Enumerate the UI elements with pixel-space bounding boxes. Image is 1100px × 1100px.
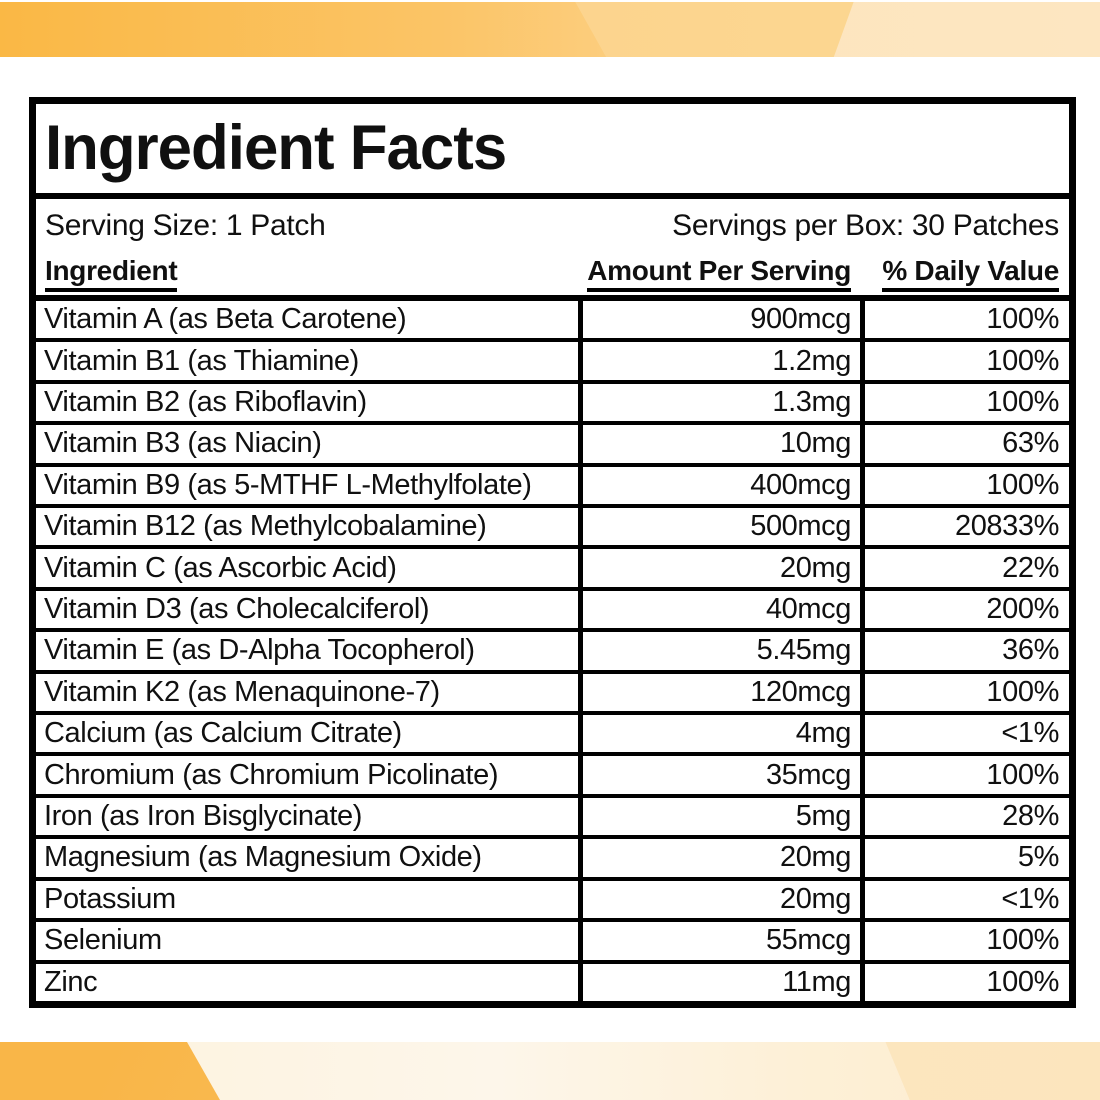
daily-value-percent: 100% (986, 344, 1059, 377)
table-row: Vitamin B3 (as Niacin) 10mg 63% (36, 425, 1069, 467)
amount-per-serving-value: 11mg (583, 963, 865, 1001)
amount-per-serving-value: 5mg (583, 797, 865, 836)
title-section: Ingredient Facts (36, 104, 1069, 199)
ingredient-rows: Vitamin A (as Beta Carotene) 900mcg 100%… (36, 301, 1069, 1001)
top-gradient-banner (0, 2, 1100, 57)
table-row: Iron (as Iron Bisglycinate) 5mg 28% (36, 797, 1069, 840)
ingredient-name: Calcium (as Calcium Citrate) (36, 715, 583, 753)
table-row: Vitamin B1 (as Thiamine) 1.2mg 100% (36, 342, 1069, 384)
column-header-ingredient: Ingredient (36, 255, 583, 292)
ingredient-name: Vitamin B2 (as Riboflavin) (36, 383, 583, 422)
daily-value-percent: 100% (986, 758, 1059, 791)
ingredient-name: Zinc (36, 963, 583, 1001)
table-row: Vitamin D3 (as Cholecalciferol) 40mcg 20… (36, 590, 1069, 633)
bottom-banner-orange-wedge (0, 1042, 220, 1100)
daily-value-percent: 5% (1017, 841, 1060, 874)
amount-per-serving-value: 4mg (583, 715, 865, 753)
ingredient-name: Vitamin C (as Ascorbic Acid) (36, 549, 583, 587)
amount-per-serving-value: 1.3mg (583, 383, 865, 422)
ingredient-name: Vitamin B9 (as 5-MTHF L-Methylfolate) (36, 466, 583, 505)
serving-info-row: Serving Size: 1 Patch Servings per Box: … (36, 199, 1069, 252)
amount-per-serving-value: 20mg (583, 880, 865, 919)
servings-per-box-text: Servings per Box: 30 Patches (672, 208, 1059, 242)
ingredient-name: Vitamin D3 (as Cholecalciferol) (36, 590, 583, 629)
amount-per-serving-value: 40mcg (583, 590, 865, 629)
daily-value-percent: <1% (1001, 882, 1059, 915)
table-row: Vitamin K2 (as Menaquinone-7) 120mcg 100… (36, 673, 1069, 716)
ingredient-name: Potassium (36, 880, 583, 919)
daily-value-percent: 100% (986, 965, 1059, 998)
ingredient-name: Selenium (36, 922, 583, 960)
amount-per-serving-value: 400mcg (583, 466, 865, 505)
column-header-daily-value: % Daily Value (865, 255, 1069, 292)
ingredient-name: Vitamin A (as Beta Carotene) (36, 301, 583, 339)
table-row: Vitamin B2 (as Riboflavin) 1.3mg 100% (36, 383, 1069, 426)
table-row: Vitamin E (as D-Alpha Tocopherol) 5.45mg… (36, 632, 1069, 674)
ingredient-name: Magnesium (as Magnesium Oxide) (36, 839, 583, 877)
daily-value-percent: 100% (986, 924, 1059, 957)
table-row: Vitamin A (as Beta Carotene) 900mcg 100% (36, 301, 1069, 343)
ingredient-name: Iron (as Iron Bisglycinate) (36, 797, 583, 836)
table-row: Magnesium (as Magnesium Oxide) 20mg 5% (36, 839, 1069, 881)
amount-per-serving-value: 120mcg (583, 673, 865, 712)
daily-value-percent: 20833% (954, 510, 1059, 543)
bottom-gradient-banner (0, 1042, 1100, 1100)
amount-per-serving-value: 5.45mg (583, 632, 865, 670)
amount-per-serving-value: 1.2mg (583, 342, 865, 380)
daily-value-percent: 100% (986, 386, 1059, 419)
daily-value-percent: 100% (986, 303, 1059, 336)
daily-value-percent: <1% (1001, 717, 1059, 750)
amount-per-serving-value: 55mcg (583, 922, 865, 960)
table-row: Selenium 55mcg 100% (36, 922, 1069, 964)
ingredient-name: Vitamin K2 (as Menaquinone-7) (36, 673, 583, 712)
top-banner-pale-band (833, 2, 1100, 57)
amount-per-serving-value: 20mg (583, 839, 865, 877)
daily-value-percent: 63% (1002, 427, 1059, 460)
ingredient-name: Vitamin B3 (as Niacin) (36, 425, 583, 463)
bottom-banner-peach-band (885, 1042, 1100, 1100)
amount-per-serving-value: 35mcg (583, 756, 865, 794)
table-row: Vitamin C (as Ascorbic Acid) 20mg 22% (36, 549, 1069, 591)
table-row: Potassium 20mg <1% (36, 880, 1069, 923)
daily-value-percent: 100% (986, 468, 1059, 501)
table-row: Chromium (as Chromium Picolinate) 35mcg … (36, 756, 1069, 798)
amount-per-serving-value: 900mcg (583, 301, 865, 339)
serving-size-text: Serving Size: 1 Patch (45, 208, 326, 242)
column-header-amount-per-serving: Amount Per Serving (583, 255, 865, 292)
top-banner-mid-band (575, 2, 854, 57)
daily-value-percent: 22% (1002, 551, 1059, 584)
table-row: Calcium (as Calcium Citrate) 4mg <1% (36, 715, 1069, 757)
ingredient-name: Vitamin E (as D-Alpha Tocopherol) (36, 632, 583, 670)
amount-per-serving-value: 10mg (583, 425, 865, 463)
ingredient-name: Chromium (as Chromium Picolinate) (36, 756, 583, 794)
ingredient-name: Vitamin B1 (as Thiamine) (36, 342, 583, 380)
daily-value-percent: 200% (986, 593, 1059, 626)
daily-value-percent: 100% (986, 675, 1059, 708)
page-title: Ingredient Facts (45, 113, 507, 183)
daily-value-percent: 28% (1002, 800, 1059, 833)
table-header-row: Ingredient Amount Per Serving % Daily Va… (36, 252, 1069, 301)
daily-value-percent: 36% (1002, 634, 1059, 667)
table-row: Zinc 11mg 100% (36, 963, 1069, 1001)
amount-per-serving-value: 20mg (583, 549, 865, 587)
amount-per-serving-value: 500mcg (583, 508, 865, 546)
table-row: Vitamin B9 (as 5-MTHF L-Methylfolate) 40… (36, 466, 1069, 509)
facts-panel: Ingredient Facts Serving Size: 1 Patch S… (29, 97, 1076, 1008)
ingredient-name: Vitamin B12 (as Methylcobalamine) (36, 508, 583, 546)
table-row: Vitamin B12 (as Methylcobalamine) 500mcg… (36, 508, 1069, 550)
